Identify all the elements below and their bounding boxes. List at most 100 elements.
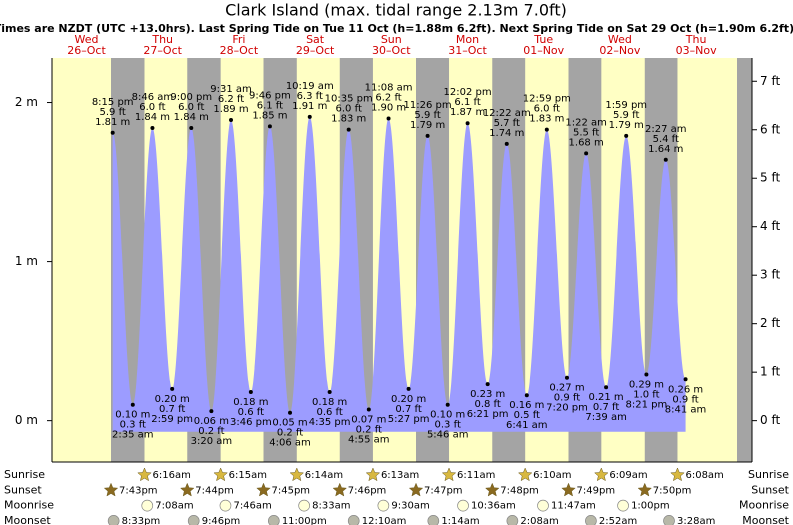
sun-icon xyxy=(594,467,609,482)
row-time: 6:08am xyxy=(685,470,723,481)
tide-time: 12:22 am xyxy=(483,108,531,119)
tide-height-m: 0.21 m xyxy=(588,392,623,403)
tide-height-ft: 0.8 ft xyxy=(474,399,500,410)
date-label: 26–Oct xyxy=(67,44,106,57)
sun-icon xyxy=(289,467,305,482)
tide-height-m: 0.10 m xyxy=(115,410,150,421)
tide-point xyxy=(248,390,253,395)
tide-time: 8:41 am xyxy=(665,404,707,415)
sun-icon xyxy=(408,482,424,497)
tide-height-m: 1.84 m xyxy=(174,112,209,123)
row-time: 6:11am xyxy=(457,470,495,481)
tide-height-ft: 5.9 ft xyxy=(613,110,639,121)
tide-point xyxy=(110,130,115,135)
tide-height-ft: 0.6 ft xyxy=(316,407,342,418)
tide-height-m: 1.89 m xyxy=(213,104,248,115)
tide-point xyxy=(445,402,450,407)
tide-time: 8:21 pm xyxy=(626,400,668,411)
weekday-label: Mon xyxy=(456,33,479,46)
moon-icon xyxy=(585,515,597,525)
tide-height-ft: 0.9 ft xyxy=(554,393,580,404)
tide-height-ft: 6.0 ft xyxy=(178,102,204,113)
sun-icon xyxy=(137,467,152,482)
tide-height-ft: 6.2 ft xyxy=(375,92,401,103)
tide-height-m: 0.07 m xyxy=(351,415,386,426)
tide-height-ft: 1.0 ft xyxy=(633,390,659,401)
tide-point xyxy=(288,410,293,415)
tide-height-m: 0.27 m xyxy=(549,383,584,394)
tide-height-ft: 0.3 ft xyxy=(120,420,146,431)
moon-icon xyxy=(347,515,360,525)
tide-height-m: 1.87 m xyxy=(450,107,485,118)
row-time: 12:10am xyxy=(362,516,407,525)
tide-time: 10:35 pm xyxy=(325,94,373,105)
tide-height-m: 1.85 m xyxy=(252,110,287,121)
tide-height-ft: 6.0 ft xyxy=(534,104,560,115)
tide-point xyxy=(485,382,490,387)
tide-time: 9:31 am xyxy=(210,84,252,95)
night-band-edge xyxy=(737,58,752,462)
tide-height-ft: 0.7 ft xyxy=(593,402,619,413)
chart-subtitle: Times are NZDT (UTC +13.0hrs). Last Spri… xyxy=(0,22,793,35)
row-label: Sunrise xyxy=(4,468,45,481)
tide-height-ft: 0.7 ft xyxy=(395,404,421,415)
tide-height-m: 0.16 m xyxy=(509,400,544,411)
tide-height-m: 0.26 m xyxy=(668,384,703,395)
tide-time: 5:46 am xyxy=(427,430,469,441)
tide-point xyxy=(644,372,649,377)
date-label: 27–Oct xyxy=(143,44,182,57)
row-label-right: Sunrise xyxy=(748,468,789,481)
row-time: 7:08am xyxy=(155,501,193,512)
tide-height-m: 0.05 m xyxy=(272,418,307,429)
tide-time: 11:08 am xyxy=(365,82,413,93)
tide-time: 2:27 am xyxy=(645,124,687,135)
row-time: 1:00pm xyxy=(631,501,670,512)
tide-point xyxy=(544,127,549,132)
y-tick-label: 1 m xyxy=(15,254,38,268)
tide-time: 11:26 pm xyxy=(404,100,452,111)
tide-point xyxy=(229,118,234,123)
row-time: 1:14am xyxy=(441,516,479,525)
tide-height-ft: 0.5 ft xyxy=(514,410,540,421)
date-label: 28–Oct xyxy=(220,44,259,57)
sun-icon xyxy=(256,482,271,497)
tide-area xyxy=(112,116,686,432)
tide-height-ft: 5.5 ft xyxy=(573,127,599,138)
tide-time: 3:20 am xyxy=(191,436,233,447)
tide-time: 12:59 pm xyxy=(523,94,571,105)
sun-icon xyxy=(213,467,228,482)
tide-height-ft: 0.2 ft xyxy=(198,426,224,437)
sun-icon xyxy=(484,482,500,497)
row-label-right: Sunset xyxy=(751,483,789,496)
row-time: 7:48pm xyxy=(500,485,539,496)
tide-height-ft: 5.4 ft xyxy=(653,134,679,145)
sun-icon xyxy=(517,467,533,482)
row-time: 6:09am xyxy=(609,470,647,481)
row-time: 2:08am xyxy=(520,516,558,525)
tide-point xyxy=(604,385,609,390)
tide-point xyxy=(346,127,351,132)
tide-time: 9:46 pm xyxy=(249,90,291,101)
moon-icon xyxy=(506,515,519,525)
tide-point xyxy=(189,125,194,130)
row-label-right: Moonrise xyxy=(739,499,789,512)
tide-point xyxy=(130,402,135,407)
tide-height-m: 1.83 m xyxy=(331,114,366,125)
tide-point xyxy=(170,386,175,391)
row-time: 6:10am xyxy=(533,470,571,481)
tide-height-m: 0.20 m xyxy=(391,394,426,405)
moon-icon xyxy=(298,499,310,512)
tide-point xyxy=(366,407,371,412)
tide-time: 7:39 am xyxy=(585,412,627,423)
tide-point xyxy=(564,375,569,380)
row-time: 6:16am xyxy=(152,470,190,481)
date-label: 29–Oct xyxy=(296,44,335,57)
tide-height-m: 0.23 m xyxy=(470,389,505,400)
tide-time: 1:59 pm xyxy=(605,100,647,111)
tide-height-m: 1.91 m xyxy=(292,101,327,112)
tide-height-m: 1.79 m xyxy=(410,120,445,131)
weekday-label: Sun xyxy=(381,33,402,46)
tide-height-m: 1.83 m xyxy=(529,114,564,125)
